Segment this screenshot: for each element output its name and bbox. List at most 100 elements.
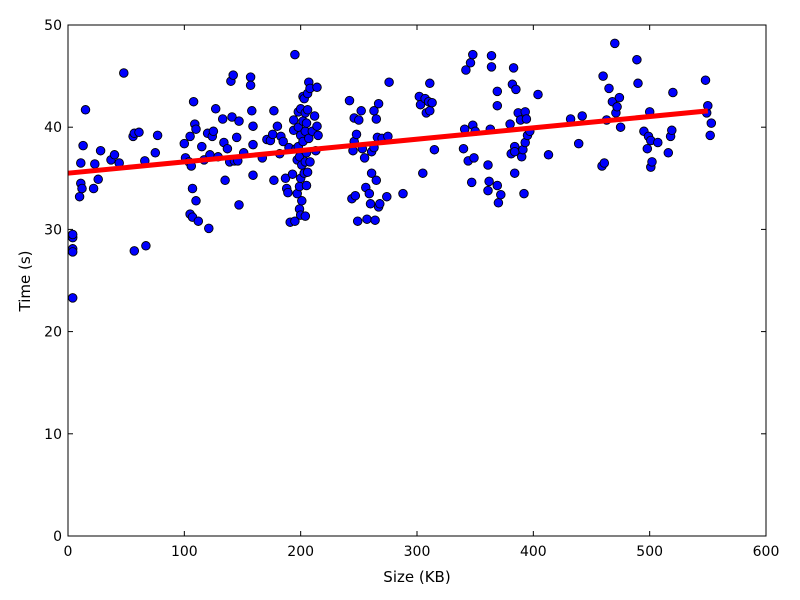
data-point — [204, 223, 214, 234]
y-tick-label: 40 — [44, 120, 62, 136]
data-point — [287, 169, 298, 179]
data-point — [220, 175, 230, 186]
data-point — [288, 115, 299, 125]
data-point — [312, 121, 322, 131]
data-point — [366, 168, 377, 178]
data-point — [247, 106, 257, 116]
data-point — [429, 144, 440, 155]
data-point — [371, 175, 382, 186]
data-point — [150, 148, 161, 158]
data-point — [222, 143, 233, 154]
chart-axes: 0 100 200 300 400 500 600 0 10 20 30 40 50 — [44, 18, 779, 560]
data-point — [300, 211, 311, 221]
data-point — [633, 78, 643, 89]
data-point — [134, 127, 144, 138]
data-point — [227, 112, 237, 122]
data-point — [248, 121, 258, 131]
data-point — [187, 183, 198, 194]
data-point — [465, 58, 476, 68]
data-point — [74, 191, 85, 202]
x-tick-label: 200 — [287, 544, 314, 560]
data-point — [468, 49, 478, 60]
data-point — [193, 216, 204, 226]
data-point — [67, 293, 78, 303]
y-tick-label: 50 — [44, 18, 62, 34]
data-point — [384, 77, 394, 87]
data-point — [509, 168, 520, 178]
data-point — [290, 49, 300, 60]
data-point — [370, 215, 380, 225]
data-point — [647, 157, 657, 167]
data-point — [152, 130, 163, 141]
data-point — [309, 111, 320, 121]
data-point — [642, 143, 653, 154]
data-point — [283, 187, 293, 198]
data-point — [612, 102, 622, 112]
data-point — [663, 148, 674, 158]
data-point — [90, 159, 100, 169]
data-point — [313, 130, 323, 141]
data-point — [511, 84, 521, 95]
data-point — [508, 63, 519, 73]
data-point — [231, 132, 242, 143]
data-point — [302, 167, 313, 177]
y-tick-label: 0 — [53, 529, 62, 545]
data-point — [301, 118, 312, 128]
data-point — [398, 188, 408, 199]
data-point — [278, 136, 288, 147]
data-point — [483, 185, 493, 196]
data-point — [667, 125, 677, 136]
data-point — [700, 75, 711, 85]
data-point — [179, 138, 190, 149]
data-point — [77, 183, 87, 194]
data-point — [354, 115, 364, 125]
data-point — [418, 168, 428, 178]
data-point — [312, 82, 322, 93]
data-point — [371, 114, 382, 124]
data-point — [109, 150, 120, 160]
data-point — [469, 153, 479, 163]
data-point — [272, 121, 283, 131]
data-point — [492, 86, 503, 97]
data-point — [615, 122, 626, 132]
data-point — [350, 190, 361, 201]
y-tick-label: 10 — [44, 427, 62, 443]
data-point — [653, 137, 663, 148]
data-point — [93, 174, 103, 185]
x-tick-label: 600 — [753, 544, 780, 560]
data-point — [484, 176, 494, 187]
data-point — [234, 116, 244, 126]
data-point — [577, 111, 587, 121]
x-tick-label: 400 — [520, 544, 547, 560]
data-point — [359, 153, 370, 163]
data-point — [356, 106, 366, 116]
data-point — [210, 104, 221, 114]
data-point — [533, 89, 543, 100]
data-point — [599, 158, 610, 168]
data-point — [76, 158, 86, 168]
data-point — [461, 65, 471, 75]
data-point — [80, 105, 91, 115]
data-point — [458, 143, 469, 154]
x-axis-label: Size (KB) — [383, 568, 450, 586]
x-tick-label: 500 — [636, 544, 663, 560]
data-point — [425, 106, 435, 116]
data-point — [598, 71, 608, 81]
data-point — [705, 130, 715, 141]
data-point — [543, 150, 554, 160]
data-point — [521, 114, 532, 124]
data-point — [67, 247, 78, 257]
data-point — [208, 126, 219, 137]
data-point — [269, 106, 279, 116]
chart-marks — [67, 38, 717, 303]
data-point — [614, 92, 625, 103]
data-point — [129, 246, 140, 256]
data-point — [248, 170, 258, 180]
data-point — [301, 180, 312, 191]
data-point — [245, 80, 256, 91]
data-point — [375, 199, 385, 209]
y-tick-label: 20 — [44, 325, 62, 341]
data-point — [483, 160, 493, 170]
x-tick-label: 100 — [171, 544, 198, 560]
